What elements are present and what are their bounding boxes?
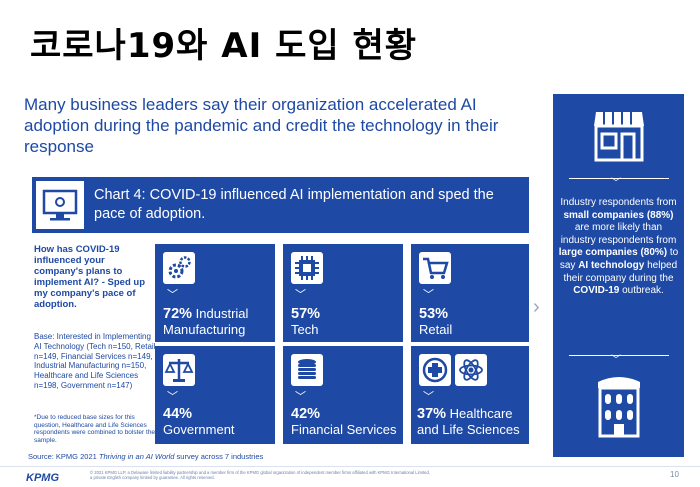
chevron-down-icon: ﹀ — [611, 178, 621, 189]
insight-text-bold: small companies (88%) — [563, 209, 674, 221]
insight-text-part: Industry respondents from — [560, 197, 677, 208]
page-number: 10 — [670, 470, 679, 479]
tile-label: Tech — [291, 322, 319, 337]
tile-value: 42% — [291, 406, 321, 422]
footnote: *Due to reduced base sizes for this ques… — [34, 414, 156, 444]
insight-text-part: to say — [559, 247, 679, 271]
chevron-down-icon: ﹀ — [295, 289, 306, 301]
divider — [569, 355, 669, 356]
base-note: Base: Interested in Implementing AI Tech… — [34, 332, 156, 390]
insight-text-bold: large companies (80%) — [558, 247, 668, 259]
cart-icon — [419, 252, 451, 284]
kpmg-logo: KPMG — [26, 472, 59, 484]
tile-government: ﹀ 44% Government — [155, 346, 275, 444]
chip-icon — [291, 252, 323, 284]
insight-text: Industry respondents from small companie… — [556, 197, 681, 298]
source-suffix: survey across 7 industries — [174, 452, 264, 461]
office-building-icon — [592, 372, 646, 443]
footer-divider — [0, 466, 700, 467]
tile-value: 57% — [291, 306, 321, 322]
insight-text-part: outbreak. — [619, 285, 664, 297]
tile-value: 44% — [163, 406, 193, 422]
monitor-icon — [36, 181, 84, 229]
medical-cross-icon — [419, 354, 451, 386]
tile-healthcare-life-sciences: ﹀ 37% Healthcare and Life Sciences — [411, 346, 529, 444]
tile-industrial-manufacturing: ﹀ 72% Industrial Manufacturing — [155, 244, 275, 342]
chevron-right-icon: › — [533, 296, 540, 318]
chart-title: Chart 4: COVID-19 influenced AI implemen… — [94, 187, 494, 222]
tile-value: 53% — [419, 306, 449, 322]
tile-tech: ﹀ 57% Tech — [283, 244, 403, 342]
legal-text: © 2021 KPMG LLP, a Delaware limited liab… — [90, 470, 430, 480]
gears-icon — [163, 252, 195, 284]
survey-question: How has COVID-19 influenced your company… — [34, 244, 146, 310]
tile-label: Industrial Manufacturing — [163, 306, 249, 337]
insight-text-bold: COVID-19 — [573, 285, 620, 297]
divider — [569, 178, 669, 179]
tile-value: 37% — [417, 406, 447, 422]
chevron-down-icon: ﹀ — [295, 391, 306, 403]
slide-title: 코로나19와 AI 도입 현황 — [30, 26, 418, 66]
chart-banner — [32, 177, 529, 233]
chevron-down-icon: ﹀ — [167, 391, 178, 403]
source-title: Thriving in an AI World — [98, 452, 175, 461]
chevron-down-icon: ﹀ — [611, 355, 621, 366]
chevron-down-icon: ﹀ — [423, 391, 434, 403]
insight-text-bold: AI technology — [578, 259, 645, 271]
tile-label: Government — [163, 422, 235, 437]
tile-label: Financial Services — [291, 422, 397, 437]
insight-text-part: are more likely than industry respondent… — [560, 222, 677, 246]
chevron-down-icon: ﹀ — [423, 289, 434, 301]
tile-value: 72% — [163, 306, 193, 322]
coins-icon — [291, 354, 323, 386]
headline: Many business leaders say their organiza… — [24, 95, 499, 156]
tile-financial-services: ﹀ 42% Financial Services — [283, 346, 403, 444]
source-note: Source: KPMG 2021 Thriving in an AI Worl… — [28, 452, 263, 461]
tile-label: Healthcare and Life Sciences — [417, 406, 520, 437]
scales-icon — [163, 354, 195, 386]
storefront-icon — [592, 108, 646, 169]
chevron-down-icon: ﹀ — [167, 289, 178, 301]
tile-label: Retail — [419, 322, 453, 337]
insight-text-part: helped their company during the — [563, 259, 678, 284]
tile-retail: ﹀ 53% Retail — [411, 244, 529, 342]
source-prefix: Source: KPMG 2021 — [28, 452, 99, 461]
atom-icon — [455, 354, 487, 386]
